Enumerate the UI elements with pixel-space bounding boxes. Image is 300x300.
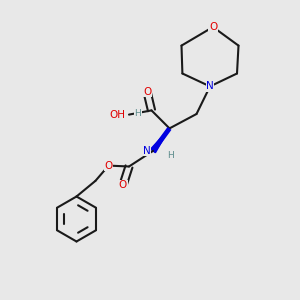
Text: O: O <box>143 86 151 97</box>
Text: H: H <box>167 151 173 160</box>
Polygon shape <box>151 128 169 153</box>
Text: N: N <box>206 81 214 92</box>
Text: O: O <box>209 22 217 32</box>
Text: H: H <box>134 109 141 118</box>
Text: N: N <box>143 146 151 156</box>
Text: O: O <box>104 160 113 171</box>
Text: OH: OH <box>110 110 125 120</box>
Text: O: O <box>119 180 127 190</box>
